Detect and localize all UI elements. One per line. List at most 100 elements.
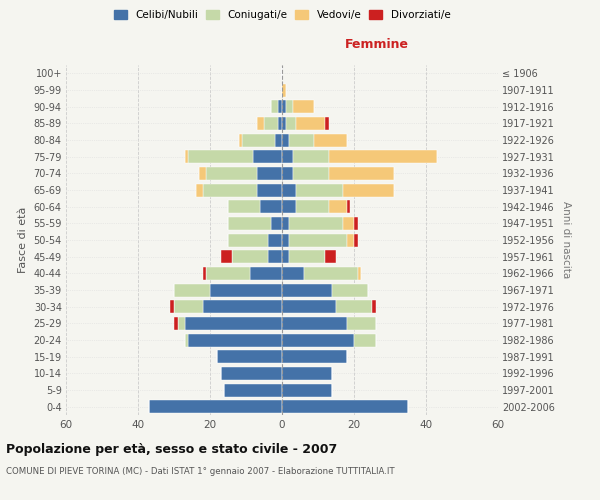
Bar [185,150,188,163]
Bar [304,267,358,280]
Bar [372,300,376,313]
Bar [257,167,282,180]
Bar [343,184,394,196]
Bar [282,84,286,96]
Bar [228,217,271,230]
Bar [174,317,178,330]
Bar [282,300,336,313]
Bar [289,217,343,230]
Legend: Celibi/Nubili, Coniugati/e, Vedovi/e, Divorziati/e: Celibi/Nubili, Coniugati/e, Vedovi/e, Di… [112,8,452,22]
Bar [242,134,275,146]
Bar [282,150,293,163]
Bar [282,167,293,180]
Bar [314,134,347,146]
Bar [282,117,286,130]
Bar [289,250,325,263]
Bar [282,384,332,396]
Bar [224,384,282,396]
Bar [282,367,332,380]
Bar [257,117,264,130]
Bar [354,217,358,230]
Bar [296,200,329,213]
Bar [203,184,257,196]
Bar [282,184,296,196]
Bar [149,400,282,413]
Bar [282,334,354,346]
Bar [325,250,336,263]
Bar [325,117,329,130]
Bar [185,317,282,330]
Bar [264,117,278,130]
Bar [347,200,350,213]
Text: Popolazione per età, sesso e stato civile - 2007: Popolazione per età, sesso e stato civil… [6,442,337,456]
Bar [170,300,174,313]
Text: Femmine: Femmine [345,38,409,51]
Bar [228,234,268,246]
Bar [354,234,358,246]
Bar [289,234,347,246]
Bar [271,217,282,230]
Bar [293,150,329,163]
Bar [217,350,282,363]
Bar [336,300,372,313]
Bar [282,350,347,363]
Y-axis label: Fasce di età: Fasce di età [18,207,28,273]
Bar [239,134,242,146]
Bar [289,134,314,146]
Bar [250,267,282,280]
Bar [174,300,203,313]
Bar [358,267,361,280]
Bar [271,100,278,113]
Bar [199,167,206,180]
Bar [268,234,282,246]
Bar [343,217,354,230]
Bar [268,250,282,263]
Bar [282,200,296,213]
Bar [282,217,289,230]
Bar [296,184,343,196]
Bar [332,284,368,296]
Bar [203,267,206,280]
Bar [178,317,185,330]
Bar [329,167,394,180]
Bar [228,200,260,213]
Bar [188,150,253,163]
Bar [347,317,376,330]
Bar [221,367,282,380]
Bar [282,100,286,113]
Bar [253,150,282,163]
Bar [282,317,347,330]
Bar [196,184,203,196]
Bar [347,234,354,246]
Bar [329,200,347,213]
Bar [188,334,282,346]
Bar [210,284,282,296]
Bar [260,200,282,213]
Bar [286,117,296,130]
Bar [278,117,282,130]
Bar [293,100,314,113]
Bar [354,334,376,346]
Bar [282,267,304,280]
Bar [278,100,282,113]
Bar [329,150,437,163]
Bar [257,184,282,196]
Bar [282,250,289,263]
Bar [185,334,188,346]
Bar [282,234,289,246]
Bar [232,250,268,263]
Bar [275,134,282,146]
Bar [282,284,332,296]
Bar [282,400,408,413]
Y-axis label: Anni di nascita: Anni di nascita [560,202,571,278]
Bar [203,300,282,313]
Bar [293,167,329,180]
Bar [282,134,289,146]
Bar [221,250,232,263]
Bar [296,117,325,130]
Bar [206,167,257,180]
Text: COMUNE DI PIEVE TORINA (MC) - Dati ISTAT 1° gennaio 2007 - Elaborazione TUTTITAL: COMUNE DI PIEVE TORINA (MC) - Dati ISTAT… [6,468,395,476]
Bar [174,284,210,296]
Bar [206,267,250,280]
Bar [286,100,293,113]
